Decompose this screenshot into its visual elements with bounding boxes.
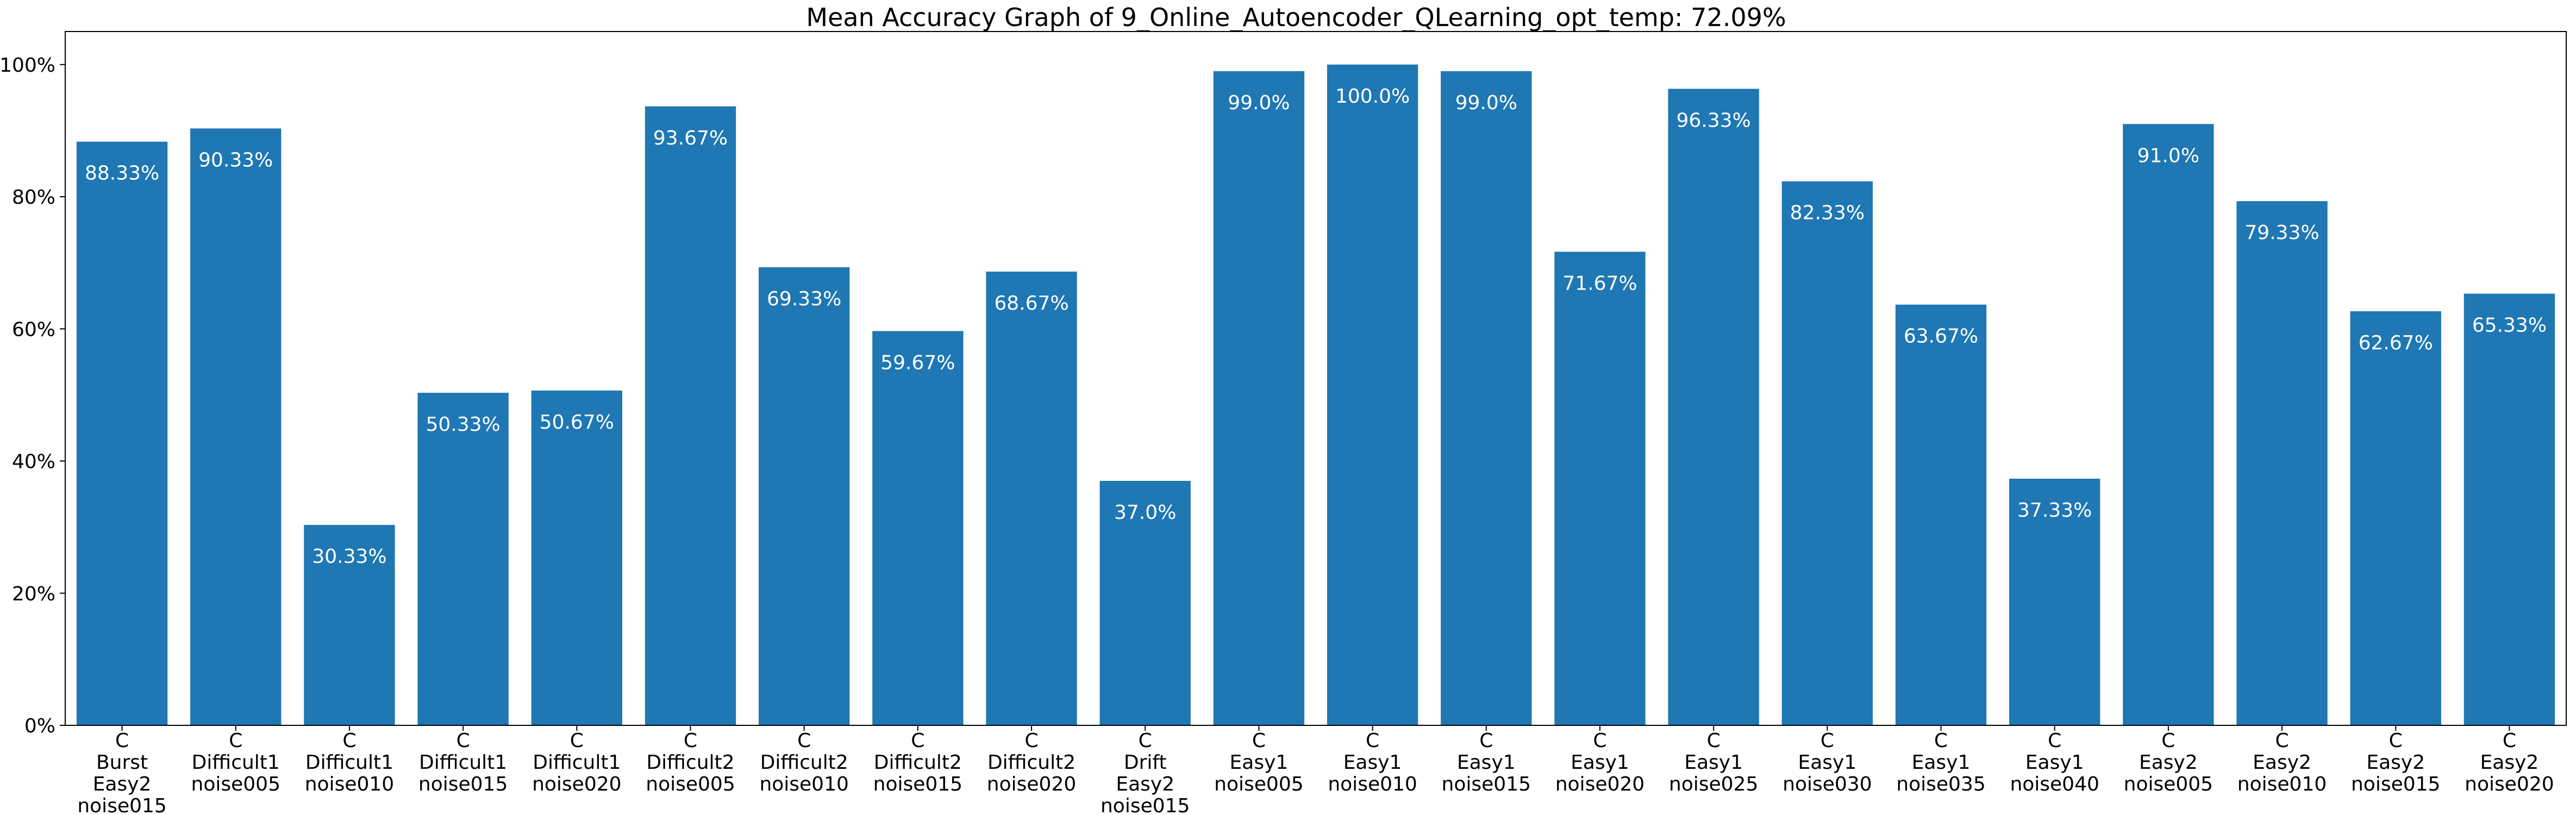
bar <box>531 390 622 725</box>
bar-value-label: 91.0% <box>2137 145 2199 167</box>
y-tick-label: 0% <box>24 715 55 737</box>
bar-value-label: 90.33% <box>198 149 273 171</box>
bar <box>2009 478 2100 725</box>
x-tick-label: C Difficult1 noise005 <box>191 730 280 795</box>
bar <box>1441 71 1532 725</box>
bar <box>1781 181 1873 725</box>
x-tick-label: C Easy1 noise005 <box>1214 730 1303 795</box>
bar <box>1668 89 1759 725</box>
x-tick-label: C Easy2 noise010 <box>2237 730 2327 795</box>
bar <box>1099 481 1191 725</box>
bar <box>304 525 395 725</box>
bar-value-labels: 88.33% 90.33% 30.33% 50.33% 50.67% 93.67% 69.3… <box>85 85 2547 568</box>
bar <box>2236 201 2328 725</box>
bar-value-label: 37.0% <box>1114 501 1176 524</box>
bar <box>645 106 736 725</box>
bar-value-label: 99.0% <box>1228 92 1290 114</box>
bar-value-label: 96.33% <box>1676 109 1750 131</box>
bar-value-label: 50.33% <box>426 413 500 436</box>
bar-value-label: 62.67% <box>2359 332 2433 354</box>
bar <box>1327 64 1418 725</box>
bar-value-label: 37.33% <box>2017 499 2092 522</box>
y-tick-label: 20% <box>12 583 55 605</box>
bar-value-label: 82.33% <box>1790 202 1865 224</box>
bar-value-label: 59.67% <box>880 352 955 374</box>
bar-value-label: 63.67% <box>1904 325 1978 348</box>
x-tick-label: C Difficult1 noise020 <box>532 730 621 795</box>
x-tick-label: C Easy1 noise015 <box>1442 730 1531 795</box>
x-tick-label: C Drift Easy2 noise015 <box>1101 730 1190 815</box>
x-tick-label: C Easy1 noise035 <box>1896 730 1985 795</box>
bar <box>1895 304 1987 725</box>
y-tick-label: 60% <box>12 318 55 341</box>
bar <box>986 271 1077 725</box>
bar <box>76 141 168 725</box>
bar-value-label: 93.67% <box>653 127 728 149</box>
bar-value-label: 100.0% <box>1335 85 1410 108</box>
x-tick-label: C Difficult2 noise010 <box>759 730 848 795</box>
x-axis: C Burst Easy2 noise015 C Difficult1 noise005 C D… <box>77 725 2554 815</box>
y-axis: 0% 20% 40% 60% 80% 100% <box>0 54 65 737</box>
bar <box>2350 311 2441 725</box>
bar <box>759 267 850 725</box>
x-tick-label: C Easy1 noise040 <box>2010 730 2099 795</box>
bar <box>190 128 282 725</box>
x-tick-label: C Easy1 noise025 <box>1669 730 1758 795</box>
y-tick-label: 100% <box>0 54 55 77</box>
y-tick-label: 40% <box>12 451 55 473</box>
x-tick-label: C Difficult1 noise010 <box>305 730 394 795</box>
bar-value-label: 71.67% <box>1562 272 1637 294</box>
x-tick-label: C Burst Easy2 noise015 <box>77 730 166 815</box>
x-tick-label: C Easy2 noise005 <box>2124 730 2213 795</box>
bar <box>417 392 509 725</box>
bar-value-label: 65.33% <box>2472 314 2547 336</box>
bar-value-label: 99.0% <box>1455 92 1517 114</box>
x-tick-label: C Easy1 noise030 <box>1783 730 1872 795</box>
bar <box>2464 293 2555 725</box>
x-tick-label: C Difficult2 noise015 <box>873 730 962 795</box>
bars-group <box>76 64 2555 726</box>
x-tick-label: C Easy2 noise020 <box>2465 730 2554 795</box>
bar <box>872 331 964 725</box>
x-tick-label: C Easy1 noise020 <box>1555 730 1645 795</box>
y-tick-label: 80% <box>12 186 55 209</box>
bar-value-label: 69.33% <box>767 288 841 310</box>
x-tick-label: C Easy1 noise010 <box>1328 730 1417 795</box>
bar-value-label: 79.33% <box>2244 222 2319 244</box>
x-tick-label: C Difficult2 noise005 <box>646 730 735 795</box>
plot-frame <box>65 31 2567 726</box>
chart-title: Mean Accuracy Graph of 9_Online_Autoenco… <box>806 3 1786 32</box>
x-tick-label: C Difficult1 noise015 <box>418 730 508 795</box>
bar-value-label: 68.67% <box>994 292 1068 315</box>
bar <box>2123 124 2214 726</box>
bar-value-label: 50.67% <box>540 411 614 434</box>
bar-value-label: 30.33% <box>312 546 386 568</box>
bar-value-label: 88.33% <box>85 162 159 185</box>
x-tick-label: C Easy2 noise015 <box>2351 730 2440 795</box>
x-tick-label: C Difficult2 noise020 <box>987 730 1076 795</box>
bar <box>1554 252 1646 725</box>
bar <box>1213 71 1305 725</box>
